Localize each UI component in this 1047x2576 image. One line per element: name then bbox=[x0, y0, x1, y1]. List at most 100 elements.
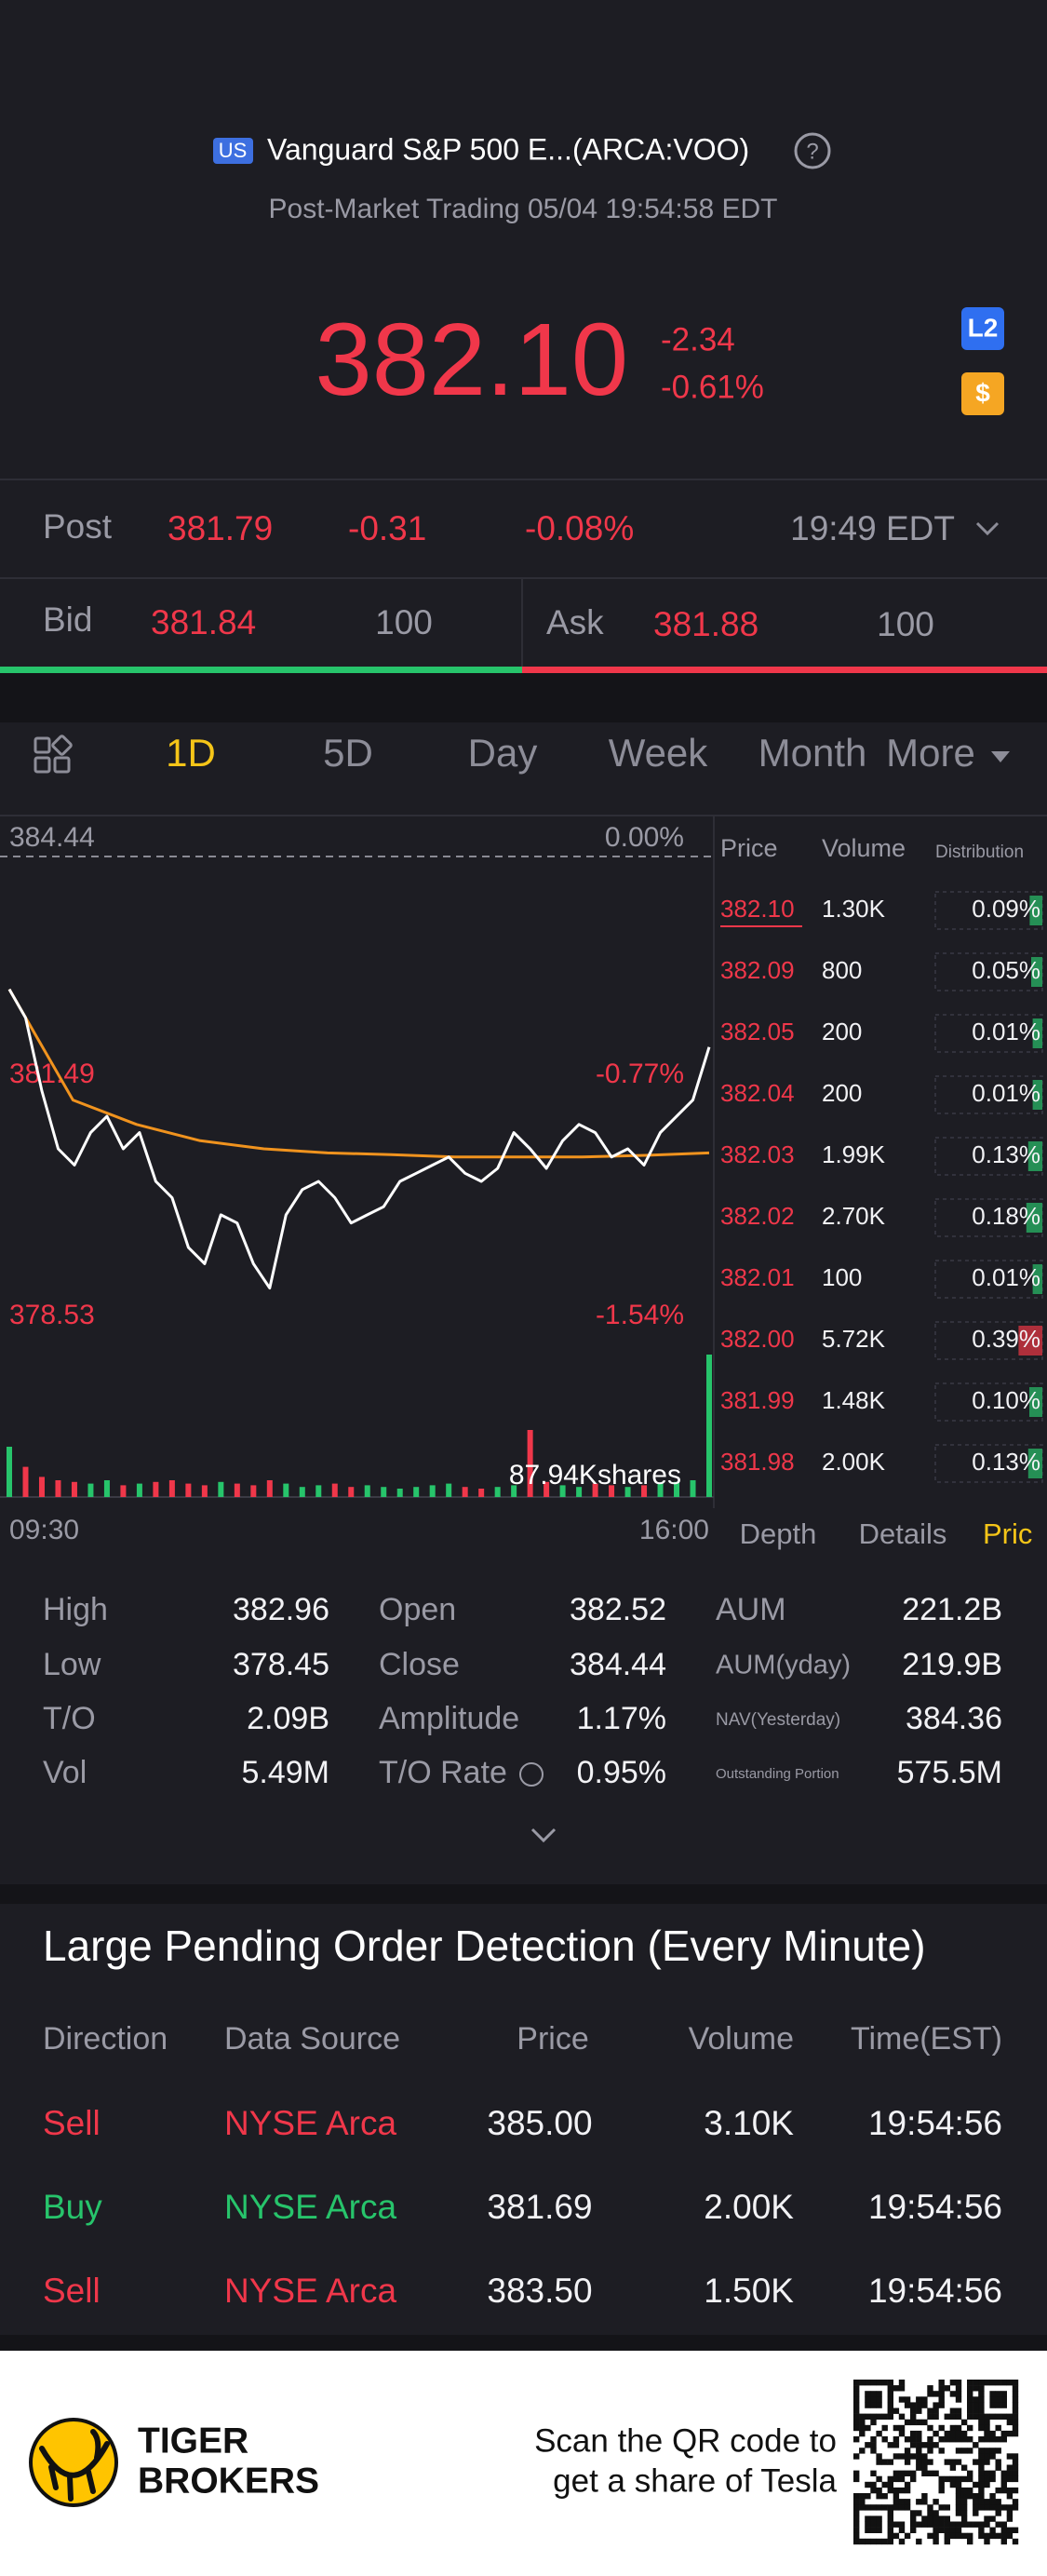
book-tab[interactable]: Details bbox=[859, 1517, 947, 1550]
qr-module bbox=[887, 2527, 893, 2533]
book-price: 382.00 bbox=[720, 1325, 795, 1353]
more-arrow[interactable] bbox=[991, 751, 1010, 762]
column-header: Volume bbox=[689, 2021, 794, 2057]
icon-part bbox=[51, 735, 73, 756]
qr-module bbox=[1000, 2396, 1007, 2403]
qr-module bbox=[921, 2453, 928, 2460]
qr-module bbox=[859, 2538, 866, 2545]
qr-module bbox=[853, 2402, 860, 2408]
qr-module bbox=[973, 2442, 979, 2448]
qr-module bbox=[967, 2532, 973, 2540]
qr-module bbox=[973, 2402, 979, 2408]
qr-module bbox=[933, 2510, 939, 2516]
qr-module bbox=[984, 2430, 990, 2437]
stat-label: T/O Rate bbox=[379, 1755, 507, 1790]
feature-badge[interactable] bbox=[961, 307, 1004, 350]
feature-badge-label[interactable]: L2 bbox=[968, 313, 999, 342]
chart-tab[interactable]: More bbox=[886, 731, 975, 775]
qr-module bbox=[916, 2521, 922, 2528]
qr-module bbox=[1006, 2419, 1013, 2426]
qr-module bbox=[989, 2448, 996, 2454]
qr-module bbox=[865, 2396, 871, 2403]
info-icon[interactable] bbox=[519, 1762, 544, 1787]
qr-module bbox=[859, 2424, 866, 2432]
chart-tab[interactable]: Week bbox=[609, 731, 709, 775]
qr-module bbox=[870, 2487, 877, 2494]
qr-module bbox=[1000, 2430, 1007, 2437]
qr-module bbox=[1012, 2402, 1019, 2408]
qr-module bbox=[949, 2407, 957, 2414]
volume-bar bbox=[527, 1430, 533, 1497]
qr-module bbox=[865, 2380, 871, 2386]
book-tab[interactable]: Depth bbox=[740, 1517, 817, 1550]
chart-tab[interactable]: 5D bbox=[323, 731, 373, 775]
qr-module bbox=[927, 2442, 933, 2448]
qr-module bbox=[995, 2499, 1001, 2505]
qr-module bbox=[967, 2391, 973, 2397]
volume-bar bbox=[624, 1487, 631, 1497]
qr-module bbox=[973, 2459, 979, 2465]
qr-module bbox=[955, 2481, 962, 2488]
y-pct-label: -0.77% bbox=[596, 1059, 684, 1089]
qr-module bbox=[853, 2396, 860, 2403]
qr-module bbox=[921, 2493, 928, 2500]
book-price: 381.99 bbox=[720, 1386, 795, 1414]
chart-tab[interactable]: Month bbox=[758, 731, 867, 775]
book-header: Volume bbox=[822, 834, 906, 862]
volume-bar bbox=[299, 1487, 305, 1497]
bid-label: Bid bbox=[43, 600, 92, 639]
y-price-label: 384.44 bbox=[9, 822, 95, 853]
chart-tab[interactable]: 1D bbox=[166, 731, 216, 775]
post-time[interactable]: 19:49 EDT bbox=[790, 509, 955, 547]
qr-module bbox=[989, 2499, 996, 2505]
brand-line: BROKERS bbox=[138, 2461, 319, 2501]
qr-module bbox=[1012, 2475, 1019, 2483]
qr-module bbox=[898, 2475, 906, 2483]
time-chevron[interactable] bbox=[975, 521, 1000, 536]
qr-module bbox=[898, 2538, 906, 2545]
qr-module bbox=[865, 2391, 871, 2397]
qr-module bbox=[944, 2385, 950, 2392]
help-mark[interactable]: ? bbox=[806, 139, 818, 164]
qr-module bbox=[995, 2487, 1001, 2494]
qr-module bbox=[887, 2504, 893, 2511]
icon-part bbox=[34, 756, 51, 774]
qr-module bbox=[881, 2538, 888, 2545]
expand-chevron[interactable] bbox=[530, 1827, 557, 1843]
qr-module bbox=[984, 2481, 990, 2488]
qr-module bbox=[995, 2380, 1001, 2386]
qr-module bbox=[995, 2532, 1001, 2540]
layout-icon[interactable] bbox=[34, 735, 73, 774]
qr-module bbox=[989, 2504, 996, 2511]
qr-module bbox=[893, 2493, 900, 2500]
qr-module bbox=[853, 2510, 860, 2516]
qr-module bbox=[865, 2538, 871, 2545]
qr-module bbox=[859, 2493, 866, 2500]
qr-module bbox=[876, 2515, 882, 2522]
qr-module bbox=[949, 2430, 957, 2437]
qr-module bbox=[859, 2413, 866, 2420]
distribution-box bbox=[934, 952, 1043, 991]
feature-badge[interactable] bbox=[961, 372, 1004, 415]
chart-tab[interactable]: Day bbox=[468, 731, 538, 775]
qr-module bbox=[887, 2385, 893, 2392]
book-volume: 5.72K bbox=[822, 1325, 886, 1353]
book-tab[interactable]: Pric bbox=[983, 1517, 1032, 1550]
volume-bar bbox=[283, 1483, 289, 1497]
distribution-box bbox=[934, 1137, 1043, 1176]
qr-module bbox=[881, 2459, 888, 2465]
qr-module bbox=[865, 2481, 871, 2488]
qr-module bbox=[870, 2436, 877, 2443]
order-direction: Buy bbox=[43, 2188, 102, 2226]
qr-module bbox=[995, 2402, 1001, 2408]
qr-module bbox=[967, 2413, 973, 2420]
feature-badge-label[interactable]: $ bbox=[975, 378, 990, 407]
qr-module bbox=[989, 2470, 996, 2476]
qr-module bbox=[989, 2527, 996, 2533]
qr-module bbox=[978, 2407, 985, 2414]
qr-module bbox=[893, 2532, 900, 2540]
qr-module bbox=[949, 2527, 957, 2533]
qr-module bbox=[910, 2521, 917, 2528]
help-icon[interactable] bbox=[794, 132, 831, 169]
qr-module bbox=[887, 2396, 893, 2403]
